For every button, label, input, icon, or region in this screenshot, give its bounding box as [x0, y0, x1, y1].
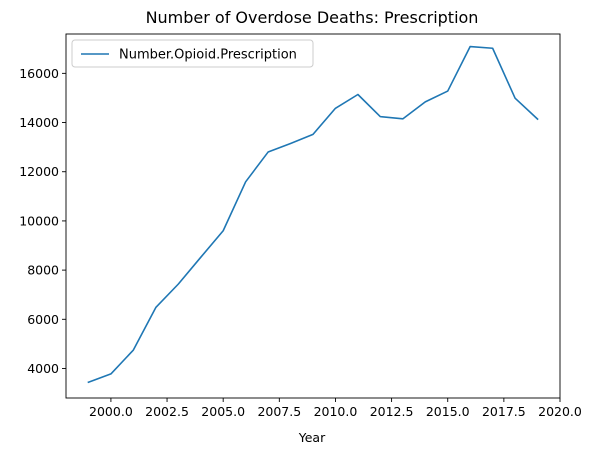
y-axis: 4000 6000 8000 10000 12000 14000 16000	[19, 66, 66, 376]
x-axis-label: Year	[298, 430, 326, 445]
x-tick-label: 2007.5	[257, 404, 301, 419]
legend-box	[71, 39, 314, 68]
x-tick-label: 2000.0	[89, 404, 133, 419]
series-layer	[87, 45, 539, 384]
x-tick-label: 2015.0	[426, 404, 470, 419]
y-tick-label: 12000	[19, 164, 59, 179]
series-line	[87, 45, 539, 384]
y-tick-label: 4000	[27, 361, 59, 376]
plot-frame	[65, 33, 561, 399]
x-tick-label: 2002.5	[145, 404, 189, 419]
x-tick-label: 2012.5	[370, 404, 414, 419]
y-tick-label: 10000	[19, 213, 59, 228]
legend-label: Number.Opioid.Prescription	[119, 48, 297, 63]
chart-title: Number of Overdose Deaths: Prescription	[146, 8, 479, 27]
plot-area	[65, 33, 561, 399]
x-tick-label: 2005.0	[201, 404, 245, 419]
legend: Number.Opioid.Prescription	[71, 39, 314, 68]
x-tick-label: 2010.0	[314, 404, 358, 419]
x-tick-label: 2017.5	[482, 404, 526, 419]
y-tick-label: 6000	[27, 312, 59, 327]
x-axis: 2000.0 2002.5 2005.0 2007.5 2010.0 2012.5 2015…	[89, 398, 582, 419]
y-tick-label: 14000	[19, 115, 59, 130]
y-tick-label: 8000	[27, 263, 59, 278]
y-tick-label: 16000	[19, 66, 59, 81]
x-tick-label: 2020.0	[538, 404, 582, 419]
